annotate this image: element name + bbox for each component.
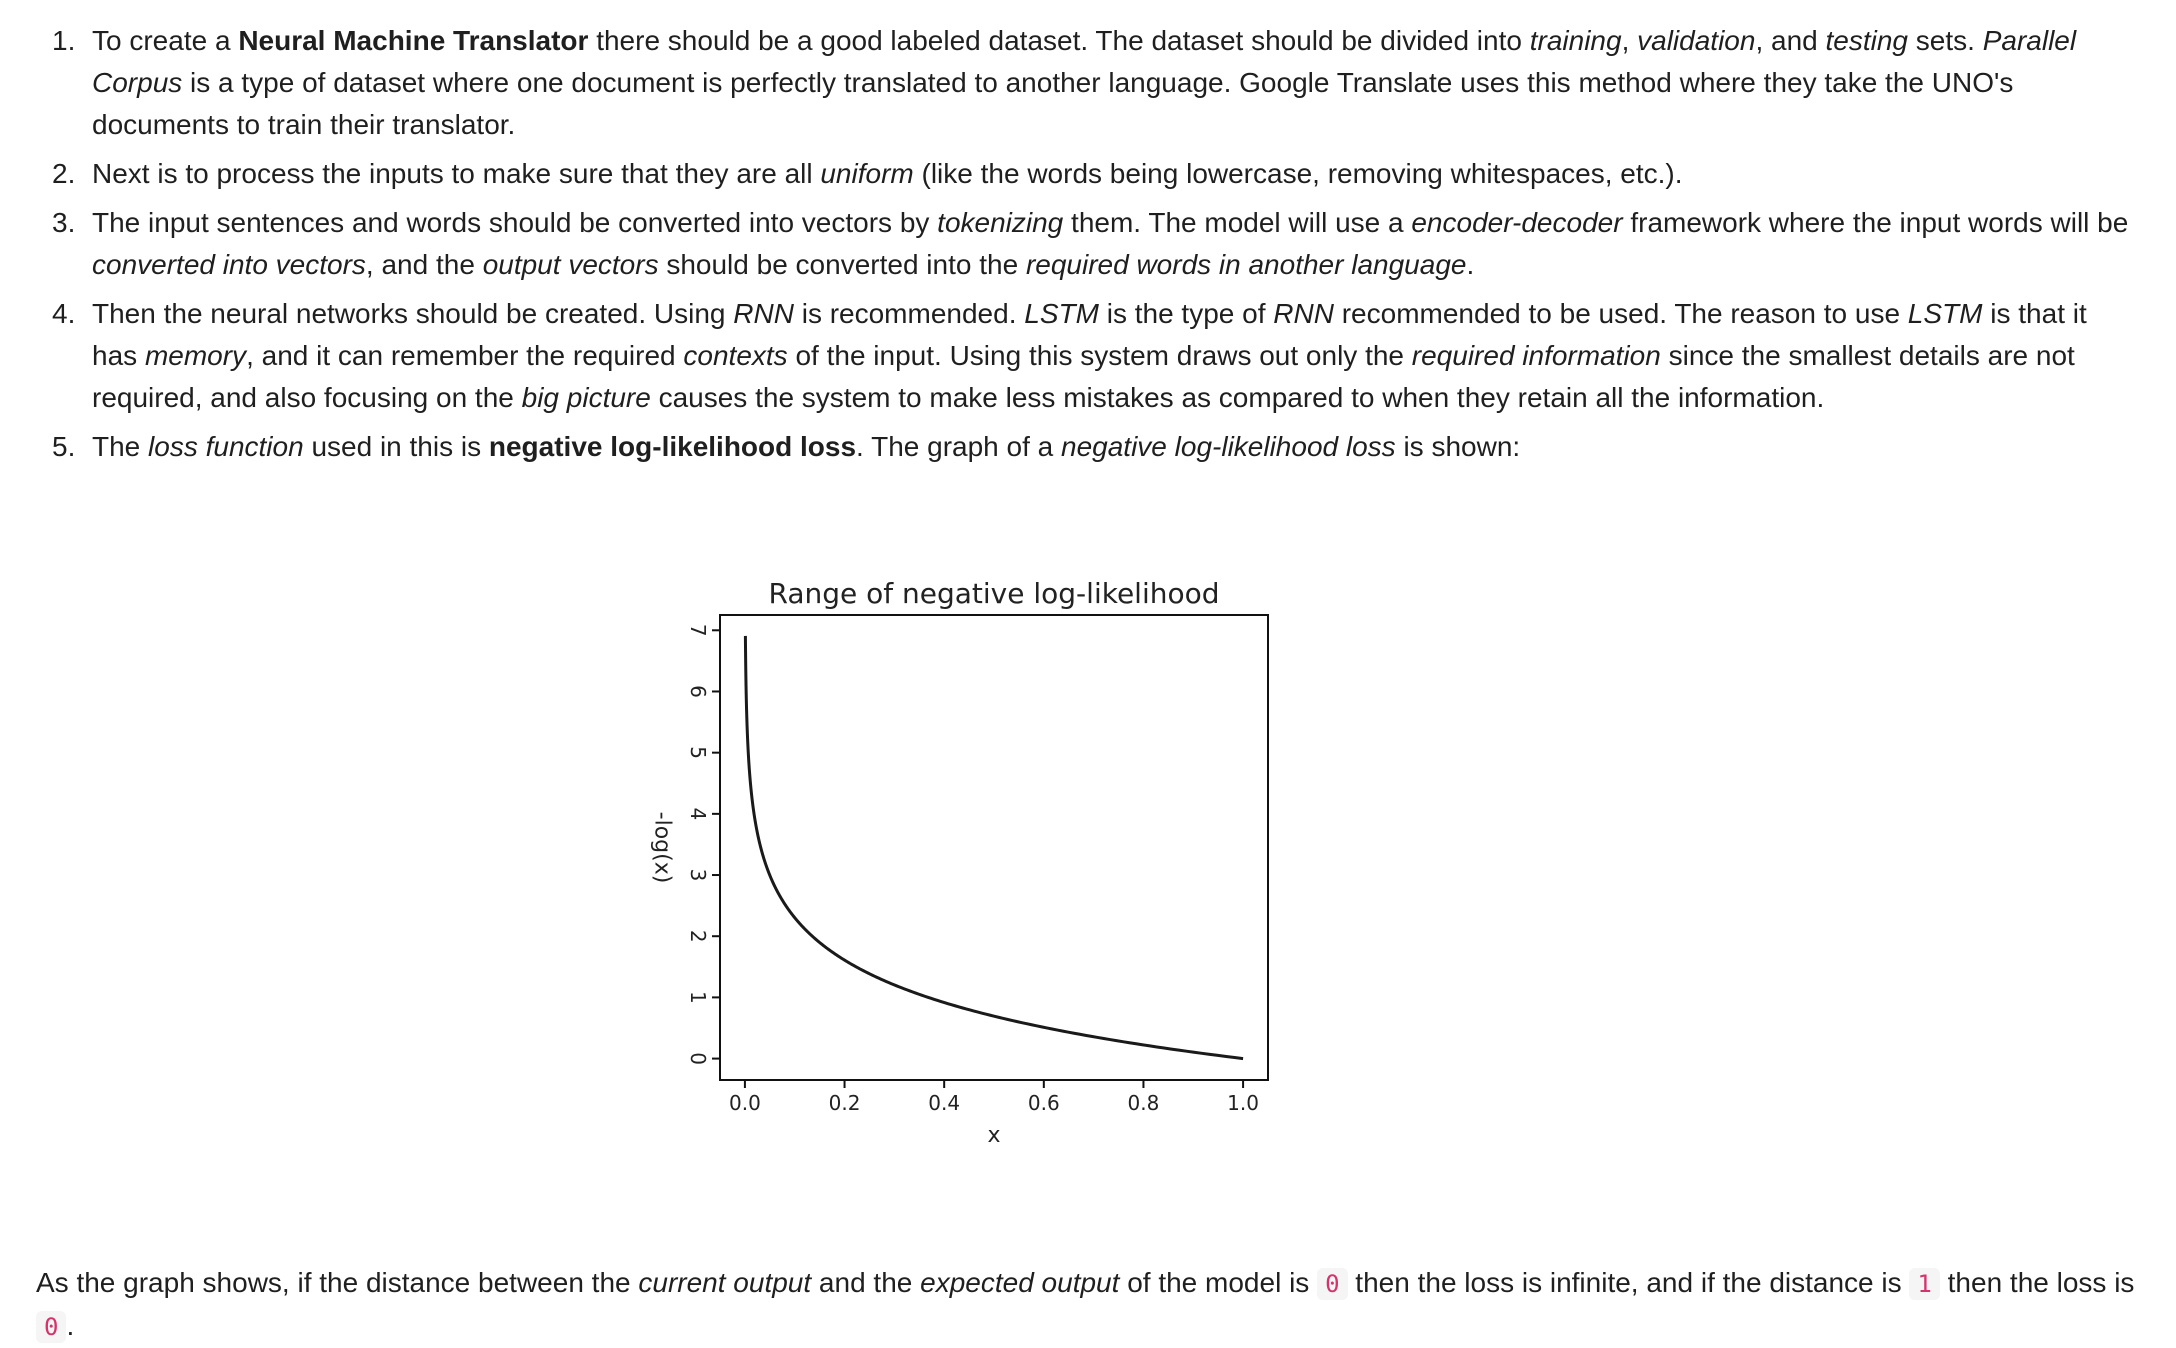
italic-text: expected output — [920, 1267, 1120, 1298]
italic-text: uniform — [820, 158, 914, 189]
x-tick-label: 0.6 — [1028, 1091, 1060, 1115]
x-tick-label: 0.8 — [1128, 1091, 1160, 1115]
text-run: is recommended. — [793, 298, 1025, 329]
list-item-number: 1. — [52, 25, 76, 56]
bold-text: Neural Machine Translator — [238, 25, 589, 56]
text-run: As the graph shows, if the distance betw… — [36, 1267, 639, 1298]
text-run: , — [1621, 25, 1638, 56]
x-tick-label: 0.0 — [729, 1091, 761, 1115]
text-run: is that it has — [92, 298, 2087, 371]
text-run: is a type of dataset where one document … — [92, 67, 2014, 140]
italic-text: LSTM — [1024, 298, 1099, 329]
y-tick-label: 0 — [686, 1052, 710, 1065]
conclusion-paragraph: As the graph shows, if the distance betw… — [36, 1262, 2146, 1348]
list-item-number: 2. — [52, 158, 76, 189]
y-tick-label: 1 — [686, 991, 710, 1004]
text-run: . — [66, 1310, 75, 1341]
text-run: is shown: — [1395, 431, 1521, 462]
italic-text: loss function — [148, 431, 304, 462]
text-run: . The graph of a — [856, 431, 1062, 462]
x-tick-label: 1.0 — [1227, 1091, 1259, 1115]
nll-chart: Range of negative log-likelihood 0.0 0.2 0.… — [620, 540, 1520, 1260]
y-tick-label: 4 — [686, 807, 710, 820]
y-tick-label: 5 — [686, 746, 710, 759]
list-item-number: 3. — [52, 207, 76, 238]
text-run: there should be a good labeled dataset. … — [588, 25, 1530, 56]
series-line — [743, 635, 1244, 1061]
italic-text: RNN — [733, 298, 794, 329]
list-item: 5. The loss function used in this is nega… — [52, 426, 2132, 468]
italic-text: tokenizing — [937, 207, 1064, 238]
text-run: of the input. Using this system draws ou… — [787, 340, 1412, 371]
italic-text: encoder-decoder — [1411, 207, 1623, 238]
text-run: framework where the input words will be — [1622, 207, 2129, 238]
chart-title: Range of negative log-likelihood — [768, 577, 1219, 610]
y-tick-label: 7 — [686, 624, 710, 637]
text-run: Next is to process the inputs to make su… — [92, 158, 821, 189]
text-run: since the smallest details are not requi… — [92, 340, 2075, 413]
text-run: used in this is — [303, 431, 489, 462]
text-run: , and it can remember the required — [246, 340, 684, 371]
y-axis-label: -log(x) — [650, 812, 675, 884]
y-tick-label: 2 — [686, 930, 710, 943]
x-tick-label: 0.2 — [829, 1091, 861, 1115]
text-run: of the model is — [1119, 1267, 1318, 1298]
text-run: then the loss is infinite, and if the di… — [1347, 1267, 1910, 1298]
text-run: . — [1466, 249, 1475, 280]
steps-list: 1. To create a Neural Machine Translator … — [52, 20, 2132, 475]
italic-text: RNN — [1273, 298, 1334, 329]
italic-text: Parallel Corpus — [92, 25, 2077, 98]
text-run: sets. — [1908, 25, 1983, 56]
text-run: should be converted into the — [658, 249, 1026, 280]
italic-text: negative log-likelihood loss — [1061, 431, 1396, 462]
y-tick-label: 6 — [686, 685, 710, 698]
italic-text: LSTM — [1907, 298, 1983, 329]
text-run: The input sentences and words should be … — [92, 207, 938, 238]
text-run: , and — [1755, 25, 1826, 56]
italic-text: contexts — [683, 340, 788, 371]
inline-code: 1 — [1909, 1268, 1940, 1300]
italic-text: required words in another language — [1025, 249, 1467, 280]
x-tick-label: 0.4 — [928, 1091, 960, 1115]
inline-code: 0 — [36, 1311, 67, 1343]
inline-code: 0 — [1317, 1268, 1348, 1300]
plot-frame — [719, 614, 1269, 1081]
italic-text: testing — [1825, 25, 1909, 56]
text-run: is the type of — [1098, 298, 1274, 329]
text-run: and the — [811, 1267, 921, 1298]
italic-text: current output — [638, 1267, 812, 1298]
list-item: 2. Next is to process the inputs to make … — [52, 153, 2132, 195]
text-run: Then the neural networks should be creat… — [92, 298, 734, 329]
italic-text: required information — [1411, 340, 1661, 371]
italic-text: output vectors — [482, 249, 659, 280]
bold-text: negative log-likelihood loss — [488, 431, 857, 462]
x-axis-label: x — [987, 1123, 1000, 1148]
text-run: , and the — [365, 249, 483, 280]
text-run: them. The model will use a — [1063, 207, 1412, 238]
italic-text: validation — [1637, 25, 1756, 56]
list-item-number: 4. — [52, 298, 76, 329]
italic-text: big picture — [521, 382, 651, 413]
list-item-number: 5. — [52, 431, 76, 462]
text-run: recommended to be used. The reason to us… — [1333, 298, 1908, 329]
text-run: To create a — [92, 25, 239, 56]
y-tick-label: 3 — [686, 869, 710, 882]
text-run: (like the words being lowercase, removin… — [913, 158, 1683, 189]
text-run: causes the system to make less mistakes … — [650, 382, 1825, 413]
italic-text: memory — [144, 340, 247, 371]
list-item: 4. Then the neural networks should be cre… — [52, 293, 2132, 419]
text-run: The — [92, 431, 149, 462]
text-run: then the loss is — [1939, 1267, 2135, 1298]
list-item: 3. The input sentences and words should b… — [52, 202, 2132, 286]
chart-svg: Range of negative log-likelihood 0.0 0.2 0.… — [650, 577, 1269, 1148]
list-item: 1. To create a Neural Machine Translator … — [52, 20, 2132, 146]
italic-text: training — [1529, 25, 1622, 56]
italic-text: converted into vectors — [92, 249, 366, 280]
